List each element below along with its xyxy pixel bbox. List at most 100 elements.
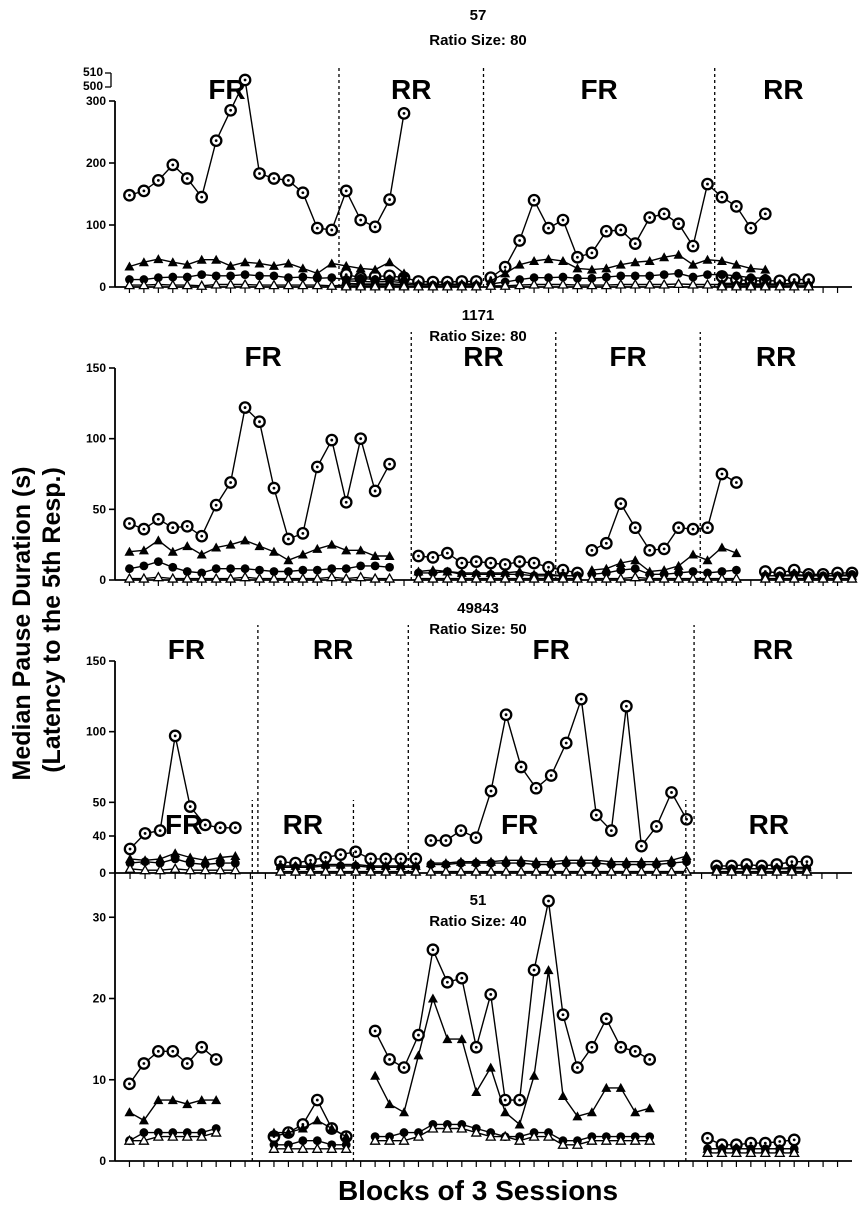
data-point: [601, 1082, 612, 1092]
panel-subject: 49843: [457, 600, 499, 617]
data-point: [239, 571, 251, 582]
data-point: [268, 1142, 280, 1153]
data-point: [485, 865, 497, 876]
data-point: [846, 572, 858, 583]
data-point-center: [561, 218, 565, 222]
data-point: [182, 272, 192, 282]
data-point: [123, 1134, 136, 1145]
data-point: [182, 567, 192, 576]
data-point: [298, 1136, 308, 1146]
data-point: [268, 279, 280, 290]
data-point: [240, 535, 251, 545]
data-point: [542, 1130, 555, 1141]
data-point: [499, 279, 511, 290]
data-point: [197, 270, 207, 279]
data-point-center: [734, 481, 738, 484]
data-point-center: [359, 437, 363, 441]
data-point-center: [214, 503, 218, 507]
phase-label: RR: [749, 809, 789, 840]
data-point: [383, 572, 396, 583]
data-point-center: [272, 486, 276, 490]
panel-subtitle: Ratio Size: 80: [429, 32, 527, 49]
data-point: [254, 258, 265, 268]
data-point: [341, 1131, 352, 1141]
data-point: [283, 1127, 294, 1137]
data-point: [542, 278, 555, 289]
data-point: [586, 1107, 597, 1117]
data-point: [601, 263, 612, 273]
data-point: [152, 1130, 164, 1141]
data-point: [716, 572, 728, 583]
phase-label: RR: [313, 634, 353, 665]
data-point: [312, 1136, 322, 1146]
data-point-center: [399, 857, 403, 861]
data-point-center: [156, 178, 160, 182]
data-point-center: [330, 438, 334, 442]
data-point: [572, 263, 583, 273]
data-point-center: [143, 832, 147, 835]
data-point: [327, 273, 337, 283]
data-point: [383, 280, 396, 291]
data-point: [644, 278, 656, 289]
data-point-center: [431, 555, 435, 559]
data-point-center: [233, 826, 237, 830]
phase-label: RR: [391, 74, 431, 105]
data-point-center: [373, 225, 377, 229]
data-point: [167, 279, 179, 290]
data-point: [471, 1086, 482, 1096]
data-point: [312, 565, 322, 575]
data-point: [731, 259, 742, 269]
series-open-triangle: [123, 1122, 800, 1158]
data-point: [650, 865, 663, 876]
data-point: [615, 572, 627, 583]
data-point: [211, 1095, 222, 1105]
panel-subtitle: Ratio Size: 80: [429, 328, 527, 345]
data-point-center: [604, 229, 608, 233]
data-point: [282, 279, 295, 290]
x-axis-label: Blocks of 3 Sessions: [338, 1175, 618, 1206]
y-tick-label: 200: [86, 156, 106, 170]
data-point: [499, 572, 511, 583]
data-point: [211, 542, 222, 552]
data-point: [543, 254, 554, 264]
data-point-center: [229, 481, 233, 484]
data-point: [516, 858, 526, 868]
data-point: [230, 858, 240, 868]
data-point: [629, 571, 641, 582]
data-point-center: [590, 251, 594, 255]
data-point: [196, 254, 207, 264]
data-point-center: [706, 1136, 709, 1140]
data-point: [215, 852, 226, 862]
series-line: [374, 970, 650, 1126]
data-point: [470, 572, 482, 583]
data-point: [153, 535, 164, 545]
data-point: [635, 865, 648, 876]
data-point: [298, 272, 308, 282]
phase-label: FR: [580, 74, 617, 105]
series-open-triangle: [123, 278, 815, 291]
data-point: [528, 1130, 540, 1141]
data-point: [456, 1122, 468, 1133]
data-point: [226, 271, 236, 281]
y-tick-label: 0: [99, 280, 106, 294]
data-point: [383, 1134, 396, 1145]
data-point: [340, 280, 352, 291]
data-point-center: [309, 858, 312, 862]
data-point-center: [402, 1066, 406, 1069]
data-point: [341, 564, 351, 574]
data-point: [601, 272, 611, 282]
data-point: [659, 270, 669, 279]
data-point-center: [734, 205, 738, 208]
y-axis-label: Median Pause Duration (s) (Latency to th…: [8, 460, 66, 781]
series-line: [346, 280, 477, 286]
data-point-center: [315, 226, 319, 230]
data-point: [369, 1134, 381, 1145]
data-point: [499, 1130, 511, 1141]
data-point-center: [677, 526, 680, 530]
data-point: [253, 572, 266, 583]
data-point-center: [315, 465, 319, 469]
phase-label: RR: [756, 341, 796, 372]
data-point: [801, 865, 813, 876]
data-point-center: [445, 551, 449, 555]
data-point-center: [503, 563, 507, 566]
